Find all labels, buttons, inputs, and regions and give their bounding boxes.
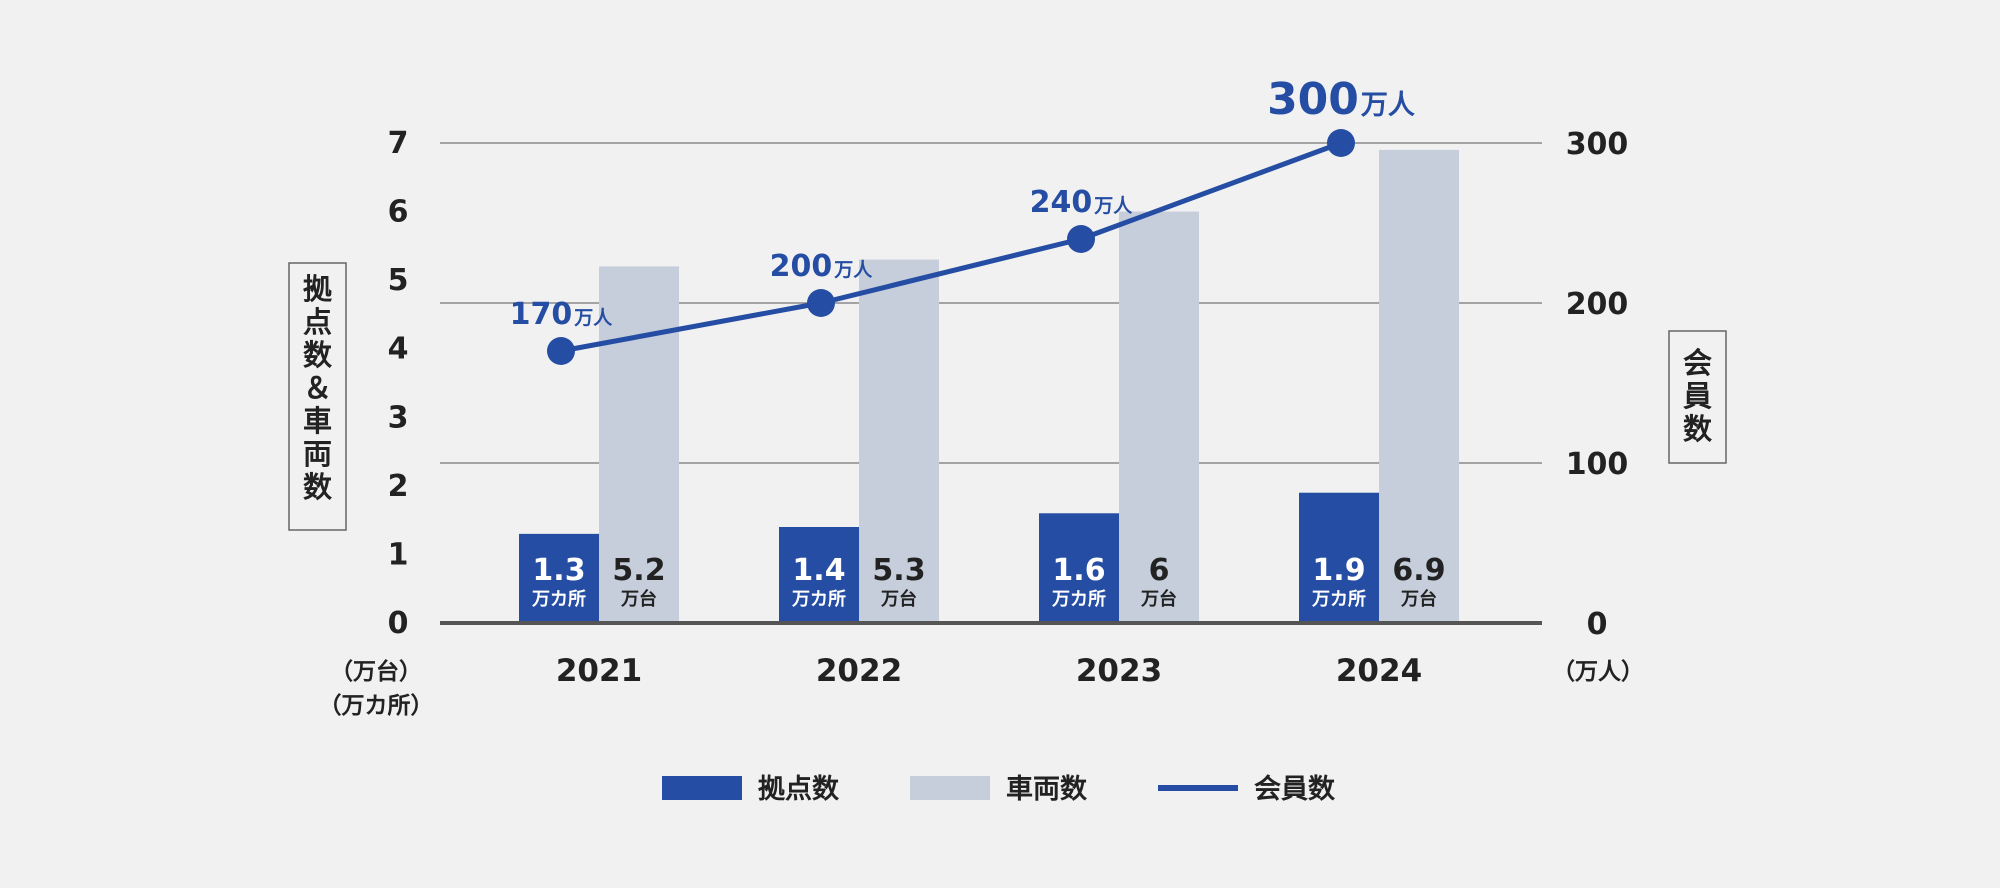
y-right-unit: （万人） [1552,658,1644,685]
bar-label-vehicles: 6.9 [1392,553,1445,588]
bar-bases [1039,513,1119,623]
y-left-tick-label: 3 [388,400,409,435]
x-tick-label: 2022 [816,653,902,689]
point-members [807,289,835,317]
x-tick-label: 2024 [1336,653,1422,689]
y-left-tick-label: 2 [388,469,409,504]
x-tick-label: 2023 [1076,653,1162,689]
bar-label-bases: 1.9 [1312,553,1365,588]
bar-label-vehicles: 5.3 [872,553,925,588]
bar-unit-bases: 万カ所 [791,589,846,610]
bar-label-bases: 1.6 [1052,553,1105,588]
bar-bases [779,527,859,623]
bar-vehicles [859,259,939,623]
point-members [547,337,575,365]
y-left-title: 拠点数＆車両数 [303,272,333,504]
y-right-tick-label: 200 [1566,287,1629,322]
y-left-title-box [288,262,347,531]
legend-label-vehicles: 車両数 [1006,774,1088,805]
bar-unit-vehicles: 万台 [620,588,657,610]
point-label-members: 300万人 [1267,74,1415,125]
bar-vehicles [1379,149,1459,623]
bar-label-vehicles: 6 [1149,553,1170,588]
point-label-members: 170 万人 [510,297,614,332]
line-members [560,140,1342,354]
axes: 2021 2022 2023 2024 0 1 2 3 4 5 6 7 0 100 200 300 （万台） （万… [288,126,1727,719]
legend: 拠点数 車両数 会員数 [662,774,1336,805]
y-left-tick-label: 5 [388,263,409,298]
y-right-title: 会員数 [1683,346,1713,446]
legend-swatch-vehicles [910,776,990,800]
bar-vehicles [1119,211,1199,624]
legend-label-members: 会員数 [1254,774,1336,805]
bar-label-bases: 1.3 [532,553,585,588]
point-members [1327,129,1355,157]
y-left-unit: （万カ所） [319,692,434,719]
legend-label-bases: 拠点数 [758,774,840,805]
bar-unit-vehicles: 万台 [1400,588,1437,610]
y-left-tick-label: 7 [388,126,409,161]
bars: 1.3万カ所5.2万台1.4万カ所5.3万台1.6万カ所6万台1.9万カ所6.9… [519,149,1459,624]
bar-bases [1299,492,1379,623]
bar-unit-vehicles: 万台 [880,588,917,610]
bar-unit-bases: 万カ所 [1051,589,1106,610]
point-label-members: 200 万人 [770,249,874,284]
bar-unit-bases: 万カ所 [531,589,586,610]
y-left-tick-label: 1 [388,537,409,572]
y-right-tick-label: 100 [1566,447,1629,482]
bar-vehicles [599,266,679,623]
y-left-tick-label: 4 [388,332,409,367]
legend-swatch-bases [662,776,742,800]
y-left-tick-label: 0 [388,606,409,641]
y-right-title-box [1668,330,1727,464]
bar-unit-vehicles: 万台 [1140,588,1177,610]
y-right-tick-label: 0 [1587,607,1608,642]
bar-label-bases: 1.4 [792,553,845,588]
bar-bases [519,533,599,623]
line-series: 170 万人 200 万人 240 万人 300万人 [510,74,1415,365]
point-label-members: 240 万人 [1030,185,1134,220]
y-left-unit: （万台） [330,658,422,685]
y-left-tick-label: 6 [388,195,409,230]
bar-label-vehicles: 5.2 [612,553,665,588]
x-tick-label: 2021 [556,653,642,689]
bar-unit-bases: 万カ所 [1311,589,1366,610]
y-right-tick-label: 300 [1566,127,1629,162]
point-members [1067,225,1095,253]
